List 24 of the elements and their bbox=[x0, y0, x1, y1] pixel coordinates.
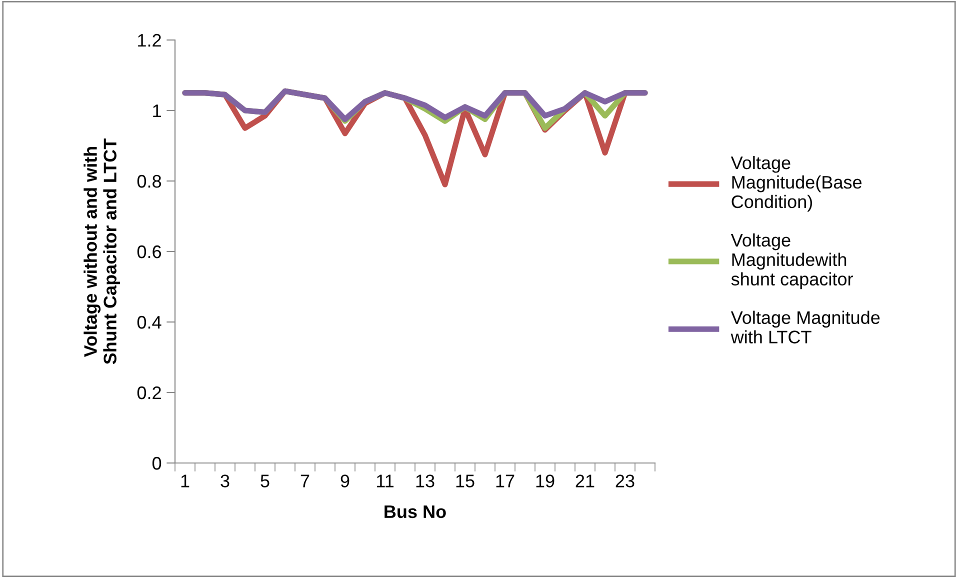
x-tick-label: 19 bbox=[536, 474, 554, 488]
y-tick-label: 1.2 bbox=[138, 34, 161, 47]
legend-label: Voltage Magnitudewith shunt capacitor bbox=[730, 233, 853, 290]
y-tick-label: 0 bbox=[152, 456, 162, 470]
x-tick-label: 5 bbox=[260, 474, 270, 488]
x-tick-label: 15 bbox=[456, 474, 474, 488]
y-tick-label: 0.8 bbox=[137, 174, 162, 188]
legend-label: Voltage Magnitude with LTCT bbox=[730, 310, 880, 344]
y-tick-label: 0.4 bbox=[137, 316, 162, 329]
x-tick-label: 11 bbox=[377, 474, 394, 488]
x-tick-label: 23 bbox=[616, 474, 634, 488]
y-axis-title: Voltage without and with Shunt Capacitor and LTCT bbox=[84, 138, 120, 364]
y-tick-label: 0.6 bbox=[137, 245, 162, 258]
x-axis-title: Bus No bbox=[384, 505, 446, 518]
y-tick-label: 1 bbox=[153, 104, 161, 118]
x-tick-label: 3 bbox=[220, 474, 230, 488]
legend-label: Voltage Magnitude(Base Condition) bbox=[730, 156, 862, 212]
x-tick-label: 7 bbox=[300, 474, 310, 488]
x-tick-label: 13 bbox=[416, 474, 434, 488]
x-tick-label: 21 bbox=[576, 474, 594, 488]
y-tick-label: 0.2 bbox=[137, 386, 161, 400]
x-tick-label: 9 bbox=[340, 474, 350, 488]
x-tick-label: 1 bbox=[181, 474, 190, 488]
x-tick-label: 17 bbox=[496, 474, 514, 488]
